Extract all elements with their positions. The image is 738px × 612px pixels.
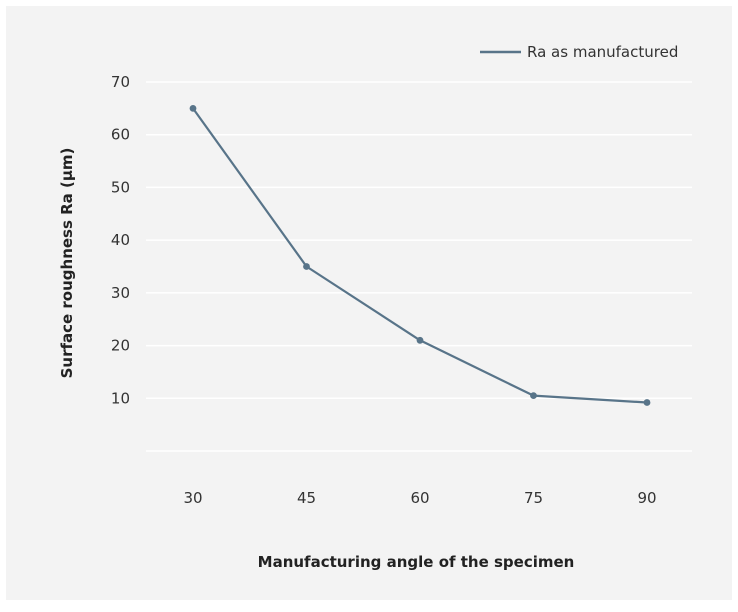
x-axis-title: Manufacturing angle of the specimen <box>258 553 575 571</box>
line-chart: 10 20 30 40 50 60 70 30 45 60 75 90 Ra as manufact… <box>58 43 692 571</box>
legend-label: Ra as manufactured <box>527 43 678 61</box>
data-point <box>303 263 310 270</box>
data-point <box>189 104 197 112</box>
series-line <box>192 107 648 404</box>
y-tick-label: 20 <box>111 337 130 355</box>
y-tick-label: 70 <box>111 73 130 91</box>
data-point <box>416 336 424 344</box>
y-tick-label: 10 <box>111 389 130 407</box>
x-tick-label: 60 <box>410 489 429 507</box>
y-tick-label: 60 <box>111 126 130 144</box>
chart-figure: 10 20 30 40 50 60 70 30 45 60 75 90 Ra as manufact… <box>6 6 732 600</box>
data-point <box>643 399 651 406</box>
data-point <box>530 392 537 400</box>
legend: Ra as manufactured <box>480 43 678 61</box>
x-axis-ticks: 30 45 60 75 90 <box>183 489 656 507</box>
y-tick-label: 30 <box>111 284 130 302</box>
y-tick-label: 40 <box>111 231 130 249</box>
series-layer <box>189 104 651 406</box>
gridlines <box>146 81 692 452</box>
x-tick-label: 75 <box>524 489 543 507</box>
x-tick-label: 30 <box>183 489 202 507</box>
y-axis-ticks: 10 20 30 40 50 60 70 <box>111 73 130 407</box>
y-tick-label: 50 <box>111 178 130 196</box>
x-tick-label: 90 <box>637 489 656 507</box>
y-axis-title: Surface roughness Ra (µm) <box>58 148 76 379</box>
x-tick-label: 45 <box>297 489 316 507</box>
